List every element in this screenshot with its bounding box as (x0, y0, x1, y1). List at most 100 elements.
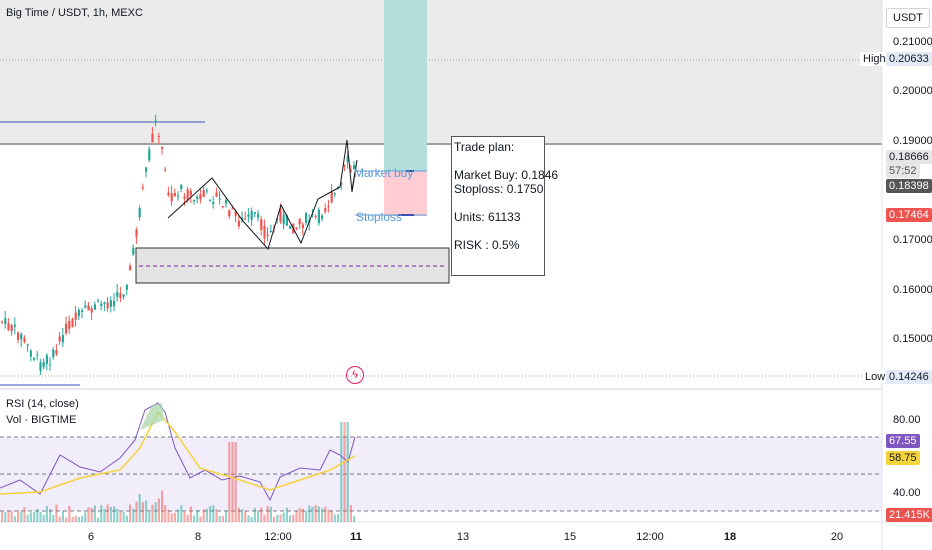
high-value-badge: 0.20633 (886, 52, 932, 66)
stoploss-label[interactable]: Stoploss (356, 210, 403, 224)
volume-bar (145, 500, 148, 522)
volume-bar (93, 505, 96, 522)
candle-body (279, 208, 282, 223)
volume-bar (231, 442, 234, 522)
candle-body (324, 208, 327, 212)
volume-bar (177, 509, 180, 522)
low-value-badge: 0.14246 (886, 370, 932, 384)
trade-plan-note[interactable]: Trade plan: Market Buy: 0.1846 Stoploss:… (451, 136, 559, 276)
candle-body (109, 300, 112, 307)
volume-bar (170, 513, 173, 522)
market-buy-label[interactable]: Market buy (354, 166, 414, 180)
volume-bar (305, 510, 308, 522)
volume-bar (119, 511, 122, 522)
candle-body (282, 214, 285, 225)
pattern-drawing-left[interactable] (167, 177, 341, 251)
volume-bar (84, 512, 87, 522)
volume-bar (55, 504, 58, 522)
candle-body (103, 302, 106, 304)
volume-bar (164, 505, 167, 522)
rsi-title[interactable]: RSI (14, close) (6, 398, 79, 410)
symbol-title[interactable]: Big Time / USDT, 1h, MEXC (6, 7, 143, 19)
candle-body (29, 350, 32, 357)
volume-bar (20, 511, 23, 522)
candle-body (321, 215, 324, 219)
candle-body (1, 321, 4, 323)
time-tick: 20 (830, 531, 844, 543)
candle-body (244, 218, 247, 220)
candle-body (116, 291, 119, 297)
volume-bar (279, 514, 282, 522)
volume-bar (74, 515, 77, 522)
lightning-event-icon[interactable]: ϟ (346, 366, 364, 384)
candle-body (285, 215, 288, 226)
candle-body (349, 170, 352, 172)
candle-body (215, 192, 218, 197)
candle-body (295, 227, 298, 229)
volume-bar (71, 516, 74, 522)
volume-bar (68, 505, 71, 522)
candle-body (330, 192, 333, 203)
volume-series (1, 422, 356, 522)
candle-body (343, 165, 346, 167)
volume-bar (202, 509, 205, 522)
volume-bar (129, 504, 132, 522)
rsi-ma-line (0, 410, 356, 495)
volume-bar (186, 514, 189, 522)
volume-bar (122, 511, 125, 522)
candle-body (26, 344, 29, 346)
volume-bar (234, 442, 237, 522)
candle-body (23, 337, 26, 343)
candle-body (234, 211, 237, 216)
volume-bar (90, 507, 93, 522)
pattern-drawing-right[interactable] (339, 139, 358, 193)
volume-bar (132, 508, 135, 522)
volume-bar (260, 507, 263, 522)
rsi-tick: 40.00 (893, 487, 921, 499)
volume-bar (161, 490, 164, 522)
trade-plan-units: Units: 61133 (454, 210, 521, 224)
volume-bar (333, 514, 336, 522)
volume-bar (157, 498, 160, 522)
volume-bar (39, 511, 42, 522)
volume-bar (244, 511, 247, 522)
price-tick: 0.15000 (893, 333, 932, 345)
candle-body (87, 305, 90, 311)
candle-body (193, 199, 196, 201)
volume-bar (218, 515, 221, 522)
volume-bar (228, 442, 231, 522)
candle-body (7, 323, 10, 331)
volume-bar (183, 511, 186, 522)
volume-bar (209, 506, 212, 522)
volume-bar (289, 515, 292, 522)
currency-button[interactable]: USDT (886, 8, 930, 28)
volume-bar (324, 506, 327, 522)
volume-bar (103, 508, 106, 522)
volume-bar (321, 508, 324, 522)
candle-body (135, 229, 138, 237)
volume-bar (26, 514, 29, 522)
candle-body (132, 247, 135, 255)
trade-plan-risk: RISK : 0.5% (454, 238, 520, 252)
trade-plan-market-buy: Market Buy: 0.1846 (454, 168, 559, 182)
trade-plan-title: Trade plan: (454, 140, 515, 154)
candle-body (177, 195, 180, 197)
volume-bar (180, 505, 183, 522)
rsi-ma-value-badge: 58.75 (886, 451, 920, 465)
volume-bar (33, 511, 36, 522)
candle-body (257, 213, 260, 218)
candle-body (250, 211, 253, 220)
candle-body (327, 205, 330, 208)
volume-bar (1, 511, 4, 522)
volume-bar (266, 505, 269, 522)
volume-bar (196, 510, 199, 522)
volume-bar (301, 508, 304, 522)
profit-zone[interactable] (384, 0, 427, 171)
candle-body (138, 208, 141, 218)
candle-body (196, 196, 199, 200)
loss-zone[interactable] (384, 171, 427, 216)
volume-title[interactable]: Vol · BIGTIME (6, 414, 77, 426)
volume-bar (314, 505, 317, 522)
